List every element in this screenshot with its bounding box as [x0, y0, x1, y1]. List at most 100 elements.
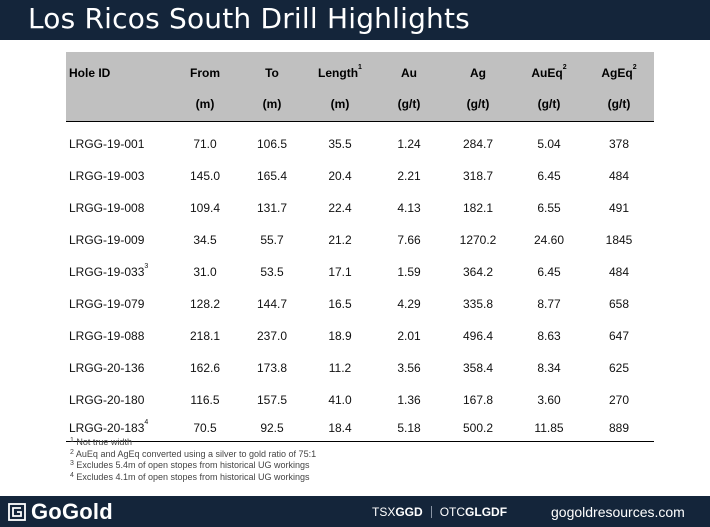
page-title: Los Ricos South Drill Highlights	[28, 2, 470, 35]
footnote-marker: 1	[358, 64, 362, 71]
column-header-label: To	[265, 66, 279, 80]
table-cell: 20.4	[328, 169, 352, 183]
ticker-tsx-symbol: GGD	[395, 505, 423, 519]
gogold-logo[interactable]: GoGold	[8, 499, 113, 525]
table-cell: 358.4	[462, 361, 494, 375]
footnote: 1 Not true width	[70, 437, 316, 449]
table-row: LRGG-19-088 218.1 237.0 18.9 2.01 496.4 8.63 64…	[66, 320, 654, 352]
table-cell: 5.04	[537, 137, 561, 151]
table-cell: 11.85	[514, 416, 584, 442]
table-cell: 1.24	[397, 137, 421, 151]
column-unit: (g/t)	[442, 90, 514, 122]
table-cell: 500.2	[442, 416, 514, 442]
table-cell: 237.0	[256, 329, 288, 343]
table-cell: 70.5	[170, 416, 240, 442]
table-cell: 53.5	[260, 265, 284, 279]
hole-id: LRGG-19-088	[69, 329, 145, 343]
table-cell: 11.2	[328, 361, 352, 375]
logo-text: GoGold	[31, 499, 113, 524]
table-cell: 157.5	[256, 393, 288, 407]
hole-id-cell: LRGG-19-008	[66, 192, 170, 224]
table-cell: 18.4	[304, 416, 376, 442]
website-link[interactable]: gogoldresources.com	[551, 504, 685, 520]
table-row: LRGG-20-136 162.6 173.8 11.2 3.56 358.4 8.34 62…	[66, 352, 654, 384]
table-cell: 21.2	[328, 233, 352, 247]
table-cell: 7.66	[397, 233, 421, 247]
table-cell: 109.4	[189, 201, 221, 215]
table-row: LRGG-19-009 34.5 55.7 21.2 7.66 1270.2 24.60 18…	[66, 224, 654, 256]
hole-id-cell: LRGG-19-001	[66, 122, 170, 161]
ticker-otc-symbol: GLGDF	[465, 505, 508, 519]
table-cell: 3.60	[537, 393, 561, 407]
hole-id-cell: LRGG-20-180	[66, 384, 170, 416]
footnote-marker: 4	[144, 418, 149, 426]
table-cell: 625	[608, 361, 630, 375]
table-cell: 35.5	[328, 137, 352, 151]
column-header-label: AgEq	[601, 66, 633, 80]
ticker-tsx-prefix: TSX	[372, 505, 396, 519]
table-cell: 116.5	[190, 393, 220, 407]
drill-highlights-table: Hole ID From To Length1 Au Ag AuEq2 AgEq2 (m) (m…	[66, 52, 654, 442]
ticker-divider	[430, 506, 432, 518]
table-cell: 364.2	[462, 265, 494, 279]
table-cell: 1845	[605, 233, 633, 247]
table-cell: 71.0	[193, 137, 217, 151]
column-header-label: Hole ID	[69, 66, 111, 80]
table-cell: 182.1	[462, 201, 494, 215]
hole-id: LRGG-20-180	[69, 393, 145, 407]
table-cell: 106.5	[256, 137, 288, 151]
table-units-row: (m) (m) (m) (g/t) (g/t) (g/t) (g/t)	[66, 90, 654, 122]
column-unit	[66, 90, 170, 122]
table-cell: 173.8	[256, 361, 288, 375]
column-header: AuEq2	[514, 52, 584, 90]
table-cell: 18.9	[328, 329, 352, 343]
table-cell: 22.4	[328, 201, 352, 215]
hole-id: LRGG-20-136	[69, 361, 145, 375]
table-cell: 658	[608, 297, 630, 311]
footnote: 2 AuEq and AgEq converted using a silver…	[70, 449, 316, 461]
footnote-text: Not true width	[76, 437, 132, 447]
column-unit: (g/t)	[514, 90, 584, 122]
table-cell: 5.18	[376, 416, 442, 442]
table-cell: 4.13	[397, 201, 421, 215]
footnote-marker: 2	[562, 64, 567, 71]
table-cell: 55.7	[260, 233, 284, 247]
hole-id-cell: LRGG-19-0333	[66, 256, 170, 288]
table-body: LRGG-19-001 71.0 106.5 35.5 1.24 284.7 5.04 378…	[66, 122, 654, 442]
table-cell: 284.7	[462, 137, 494, 151]
table-cell: 41.0	[328, 393, 352, 407]
table-cell: 8.34	[537, 361, 561, 375]
table-cell: 2.21	[397, 169, 421, 183]
table-cell: 1270.2	[459, 233, 497, 247]
footnote: 3 Excludes 5.4m of open stopes from hist…	[70, 460, 316, 472]
drill-highlights-table-container: Hole ID From To Length1 Au Ag AuEq2 AgEq2 (m) (m…	[66, 52, 654, 442]
table-cell: 2.01	[397, 329, 421, 343]
table-cell: 24.60	[533, 233, 565, 247]
hole-id: LRGG-20-183	[69, 420, 145, 435]
table-cell: 31.0	[193, 265, 217, 279]
table-row: LRGG-19-008 109.4 131.7 22.4 4.13 182.1 6.55 49…	[66, 192, 654, 224]
table-cell: 128.2	[189, 297, 221, 311]
column-unit: (g/t)	[376, 90, 442, 122]
table-cell: 218.1	[189, 329, 221, 343]
table-row: LRGG-19-003 145.0 165.4 20.4 2.21 318.7 6.45 48…	[66, 160, 654, 192]
table-cell: 1.36	[397, 393, 421, 407]
title-bar: Los Ricos South Drill Highlights	[0, 0, 710, 40]
footer-bar: GoGold TSXGGD OTCGLGDF gogoldresources.co…	[0, 496, 710, 527]
column-header: Length1	[304, 52, 376, 90]
table-cell: 3.56	[397, 361, 421, 375]
table-row: LRGG-20-1834 70.5 92.5 18.4 5.18 500.2 11.85 88…	[66, 416, 654, 442]
footnote-text: Excludes 4.1m of open stopes from histor…	[76, 471, 310, 482]
hole-id: LRGG-19-008	[69, 201, 145, 215]
hole-id: LRGG-19-033	[69, 265, 145, 279]
footnote-text: Excludes 5.4m of open stopes from histor…	[76, 460, 310, 470]
table-cell: 131.7	[256, 201, 288, 215]
table-cell: 17.1	[328, 265, 352, 279]
table-cell: 270	[608, 393, 630, 407]
column-header: Au	[376, 52, 442, 90]
stock-tickers: TSXGGD OTCGLGDF	[372, 505, 507, 519]
footnote-marker: 2	[632, 64, 637, 71]
table-cell: 491	[608, 201, 630, 215]
table-cell: 16.5	[328, 297, 352, 311]
table-cell: 378	[608, 137, 630, 151]
